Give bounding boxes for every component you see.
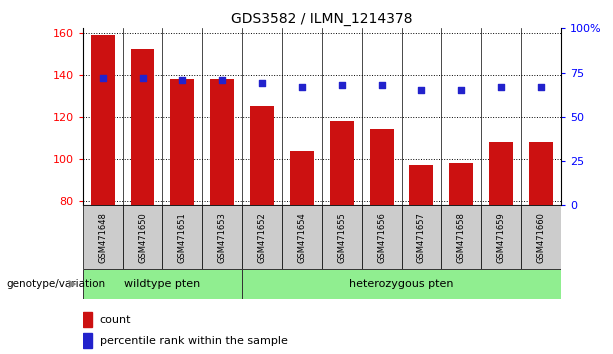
Text: GSM471652: GSM471652	[257, 212, 267, 263]
Text: GSM471656: GSM471656	[377, 212, 386, 263]
Point	[218, 77, 227, 82]
Point	[497, 84, 506, 90]
Point	[137, 75, 148, 81]
Bar	[481, 205, 521, 269]
Bar	[250, 106, 274, 205]
Text: genotype/variation: genotype/variation	[6, 279, 105, 289]
Bar	[441, 205, 481, 269]
Text: GSM471648: GSM471648	[98, 212, 107, 263]
Bar	[210, 79, 234, 205]
Text: GSM471657: GSM471657	[417, 212, 426, 263]
Point	[98, 75, 108, 81]
Bar	[83, 269, 242, 299]
Point	[456, 87, 466, 93]
Bar	[242, 269, 561, 299]
Text: GSM471658: GSM471658	[457, 212, 466, 263]
Point	[376, 82, 386, 88]
Text: GSM471660: GSM471660	[536, 212, 546, 263]
Point	[178, 77, 188, 82]
Point	[337, 82, 347, 88]
Title: GDS3582 / ILMN_1214378: GDS3582 / ILMN_1214378	[231, 12, 413, 26]
Text: wildtype pten: wildtype pten	[124, 279, 200, 289]
Bar	[83, 312, 92, 327]
Bar	[83, 205, 123, 269]
Point	[417, 87, 427, 93]
Bar	[521, 205, 561, 269]
Bar	[529, 142, 553, 205]
Bar	[330, 121, 354, 205]
Bar	[322, 205, 362, 269]
Point	[257, 80, 267, 86]
Bar	[362, 205, 402, 269]
Text: GSM471659: GSM471659	[497, 212, 506, 263]
Bar	[489, 142, 513, 205]
Bar	[370, 130, 394, 205]
Point	[297, 84, 307, 90]
Bar	[83, 333, 92, 348]
Bar	[162, 205, 202, 269]
Bar	[202, 205, 242, 269]
Text: GSM471655: GSM471655	[337, 212, 346, 263]
Bar	[290, 150, 314, 205]
Bar	[282, 205, 322, 269]
Text: GSM471653: GSM471653	[218, 212, 227, 263]
Bar	[170, 79, 194, 205]
Point	[536, 84, 546, 90]
Bar	[131, 50, 154, 205]
Bar	[91, 35, 115, 205]
Text: heterozygous pten: heterozygous pten	[349, 279, 454, 289]
Text: GSM471654: GSM471654	[297, 212, 306, 263]
Text: count: count	[100, 315, 131, 325]
Text: GSM471650: GSM471650	[138, 212, 147, 263]
Bar	[402, 205, 441, 269]
Bar	[242, 205, 282, 269]
Text: GSM471651: GSM471651	[178, 212, 187, 263]
Bar	[123, 205, 162, 269]
Bar	[449, 163, 473, 205]
Bar	[409, 165, 433, 205]
Text: percentile rank within the sample: percentile rank within the sample	[100, 336, 287, 346]
